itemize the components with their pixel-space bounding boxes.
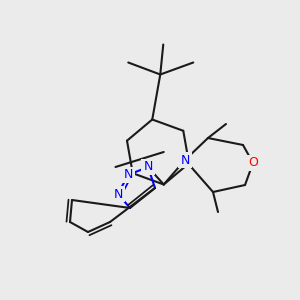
Text: O: O <box>248 157 258 169</box>
Text: N: N <box>180 154 190 166</box>
Text: N: N <box>123 169 133 182</box>
Text: N: N <box>143 160 153 173</box>
Text: N: N <box>113 188 123 200</box>
